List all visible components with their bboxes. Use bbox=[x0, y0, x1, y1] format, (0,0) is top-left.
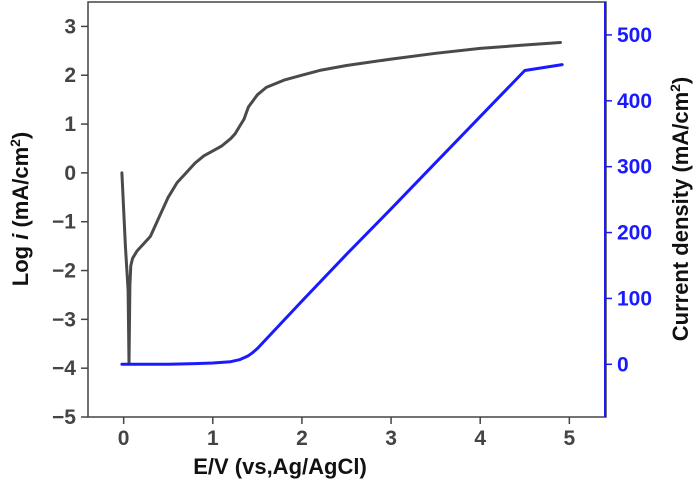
left-axis-title-suffix: (mA/cm bbox=[8, 147, 33, 234]
x-tick-label: 1 bbox=[207, 427, 219, 450]
y-left-tick-label: −1 bbox=[52, 211, 76, 234]
y-left-tick-label: −5 bbox=[52, 406, 76, 429]
x-tick-label: 0 bbox=[118, 427, 130, 450]
left-axis-title-italic: i bbox=[8, 233, 33, 240]
y-right-tick-label: 300 bbox=[617, 156, 652, 179]
y-left-tick-label: 2 bbox=[64, 64, 76, 87]
y-right-tick-label: 0 bbox=[617, 353, 629, 376]
left-axis-title-prefix: Log bbox=[8, 240, 33, 286]
y-left-tick-label: 1 bbox=[64, 113, 76, 136]
y-left-tick-label: 3 bbox=[64, 15, 76, 38]
x-tick-label: 3 bbox=[385, 427, 397, 450]
y-right-tick-label: 100 bbox=[617, 287, 652, 310]
y-right-tick-label: 400 bbox=[617, 90, 652, 113]
left-axis-title-close: ) bbox=[8, 132, 33, 139]
y-left-tick-label: −4 bbox=[52, 357, 76, 380]
y-left-tick-label: −3 bbox=[52, 308, 76, 331]
x-axis-title: E/V (vs,Ag/AgCl) bbox=[193, 454, 367, 479]
right-axis-title-close: ) bbox=[668, 77, 693, 84]
left-axis-title-sup: 2 bbox=[7, 139, 23, 147]
right-axis-title-prefix: Current density (mA/cm bbox=[668, 92, 693, 341]
y-left-tick-label: −2 bbox=[52, 260, 76, 283]
y-right-tick-label: 500 bbox=[617, 24, 652, 47]
current-density-line bbox=[120, 63, 564, 366]
right-axis-title-sup: 2 bbox=[667, 84, 683, 92]
x-tick-label: 5 bbox=[564, 427, 576, 450]
log-current-line bbox=[120, 41, 562, 365]
series-layer bbox=[120, 41, 564, 366]
x-tick-label: 4 bbox=[474, 427, 486, 450]
left-axis-title: Log i (mA/cm2) bbox=[7, 132, 33, 286]
ticks-layer: 0 1 2 3 4 5 −5 −4 −3 −2 −1 0 1 2 3 0 100 200 300 400 500 bbox=[52, 15, 652, 450]
y-right-tick-label: 200 bbox=[617, 222, 652, 245]
y-left-tick-label: 0 bbox=[64, 162, 76, 185]
right-axis-title: Current density (mA/cm2) bbox=[667, 77, 693, 342]
x-tick-label: 2 bbox=[296, 427, 308, 450]
